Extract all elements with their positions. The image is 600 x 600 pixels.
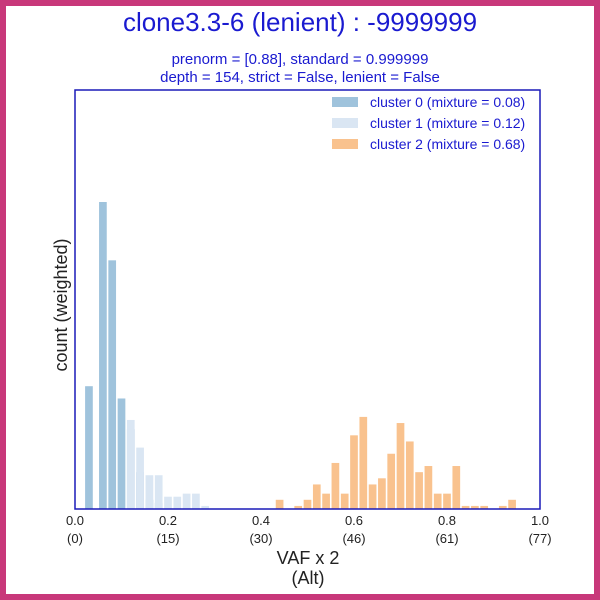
- legend: cluster 0 (mixture = 0.08) cluster 1 (mix…: [332, 94, 525, 152]
- bar-cluster-2: [424, 466, 433, 509]
- y-axis-label: count (weighted): [51, 238, 71, 371]
- bar-cluster-2: [340, 493, 349, 509]
- x-tick-sublabel: (0): [67, 531, 83, 546]
- x-tick-sublabel: (30): [249, 531, 272, 546]
- x-tick-labels: 0.0 (0) 0.2 (15) 0.4 (30) 0.6 (46) 0.8 (61) 1.0 (77…: [66, 513, 552, 546]
- x-tick-label: 0.6: [345, 513, 363, 528]
- bars-layer: [85, 202, 516, 509]
- figure-frame: clone3.3-6 (lenient) : -9999999 prenorm …: [6, 6, 594, 594]
- bar-cluster-2: [350, 435, 358, 509]
- bar-cluster-1: [164, 496, 172, 509]
- x-tick-label: 1.0: [531, 513, 549, 528]
- x-tick-label: 0.2: [159, 513, 177, 528]
- bar-cluster-2: [452, 466, 461, 509]
- bar-cluster-0: [108, 260, 117, 509]
- bar-cluster-2: [378, 478, 386, 509]
- bar-cluster-1: [201, 505, 210, 509]
- bar-cluster-2: [498, 505, 507, 509]
- x-axis-sublabel: (Alt): [292, 568, 325, 588]
- bar-cluster-2: [461, 505, 470, 509]
- bar-cluster-2: [508, 499, 516, 509]
- bar-cluster-1: [136, 447, 144, 509]
- chart-title: clone3.3-6 (lenient) : -9999999: [123, 7, 477, 37]
- bar-cluster-2: [405, 441, 414, 509]
- bar-cluster-2: [322, 493, 330, 509]
- bar-cluster-2: [331, 462, 340, 509]
- x-tick-sublabel: (77): [528, 531, 551, 546]
- x-axis-label: VAF x 2: [277, 548, 340, 568]
- bar-cluster-2: [368, 484, 377, 509]
- bar-cluster-2: [415, 472, 423, 509]
- bar-cluster-1: [192, 493, 200, 509]
- bar-cluster-0: [85, 386, 93, 509]
- bar-cluster-2: [312, 484, 321, 509]
- bar-cluster-2: [471, 505, 479, 509]
- legend-label: cluster 2 (mixture = 0.68): [370, 136, 525, 152]
- bar-cluster-2: [480, 505, 489, 509]
- legend-swatch: [332, 97, 358, 107]
- legend-label: cluster 0 (mixture = 0.08): [370, 94, 525, 110]
- plot-area-border: [74, 89, 541, 510]
- bar-cluster-2: [294, 505, 303, 509]
- bar-cluster-2: [396, 423, 405, 509]
- bar-cluster-2: [433, 493, 442, 509]
- bar-cluster-0: [99, 202, 107, 509]
- x-tick-label: 0.4: [252, 513, 270, 528]
- bar-cluster-1: [145, 475, 154, 509]
- x-tick-sublabel: (46): [342, 531, 365, 546]
- bar-cluster-2: [387, 453, 396, 509]
- x-tick-label: 0.0: [66, 513, 84, 528]
- bar-cluster-1: [126, 419, 135, 509]
- bar-cluster-2: [443, 493, 451, 509]
- legend-swatch: [332, 118, 358, 128]
- x-tick-label: 0.8: [438, 513, 456, 528]
- legend-label: cluster 1 (mixture = 0.12): [370, 115, 525, 131]
- bar-cluster-2: [303, 499, 312, 509]
- bar-cluster-1: [182, 493, 191, 509]
- bar-cluster-0: [117, 398, 126, 509]
- histogram-chart: clone3.3-6 (lenient) : -9999999 prenorm …: [51, 7, 552, 588]
- bar-cluster-2: [359, 416, 368, 509]
- chart-subtitle-line-2: depth = 154, strict = False, lenient = F…: [160, 69, 440, 86]
- chart-subtitle-line-1: prenorm = [0.88], standard = 0.999999: [172, 51, 429, 68]
- bar-cluster-1: [173, 496, 182, 509]
- legend-swatch: [332, 139, 358, 149]
- x-tick-sublabel: (15): [156, 531, 179, 546]
- bar-cluster-2: [275, 499, 284, 509]
- bar-cluster-1: [154, 475, 163, 509]
- x-tick-sublabel: (61): [435, 531, 458, 546]
